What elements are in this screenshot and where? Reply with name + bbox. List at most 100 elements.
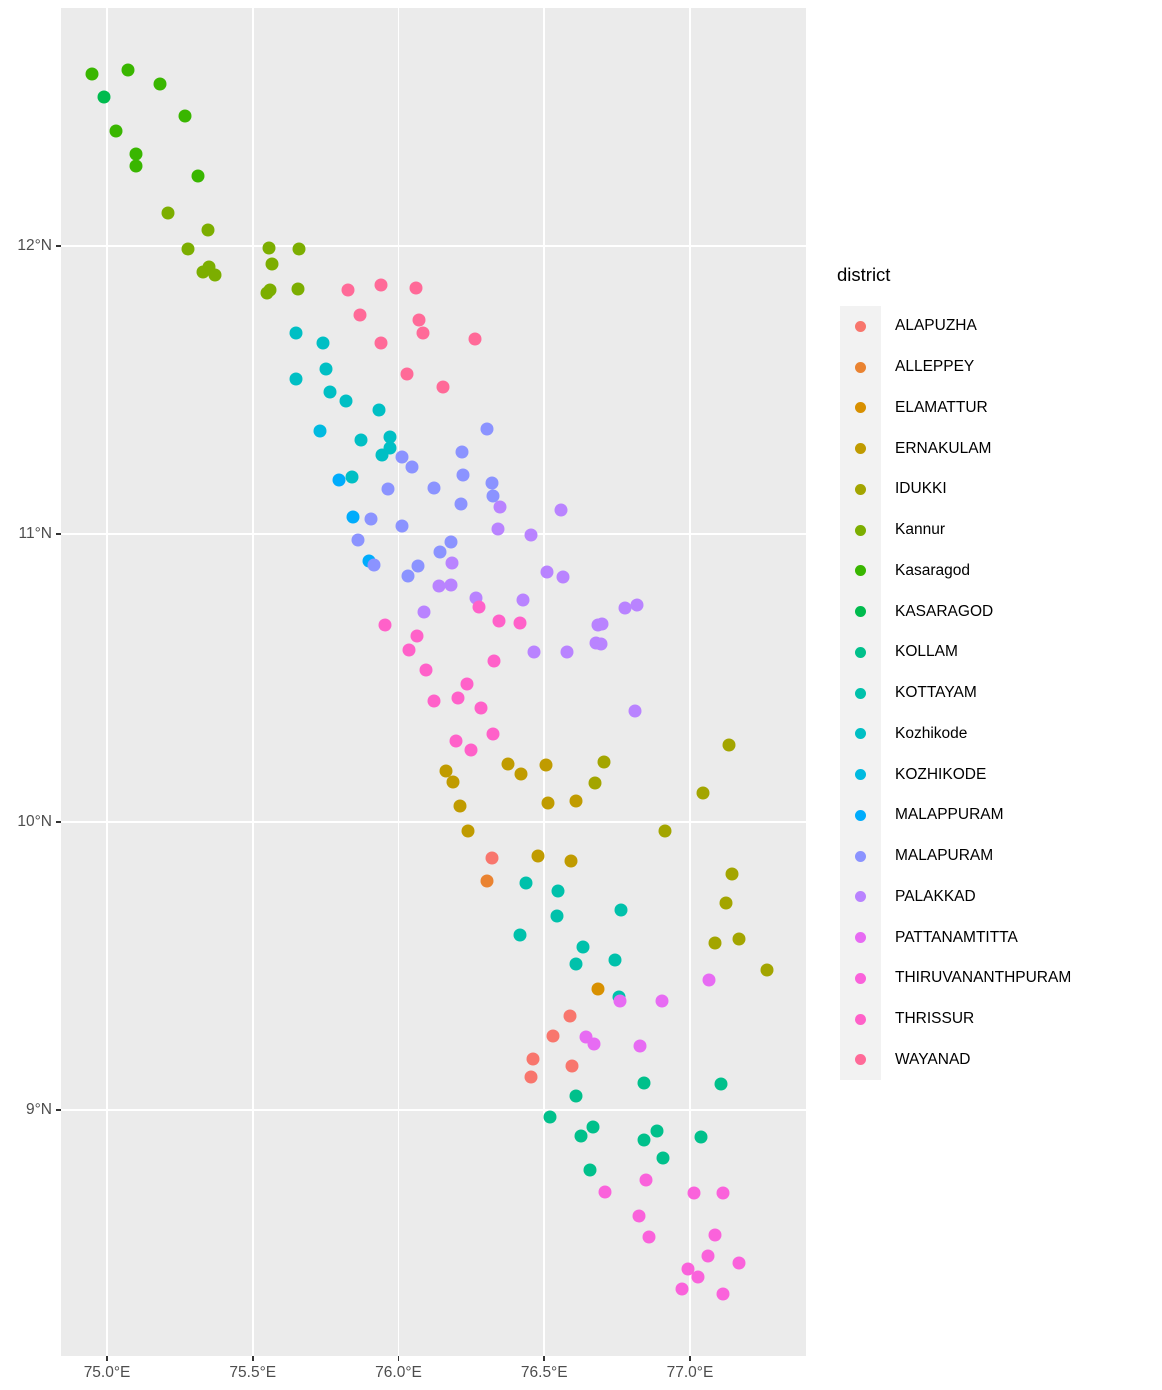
data-point-thiruvananthpuram (716, 1287, 730, 1301)
data-point-alleppey (480, 874, 494, 888)
legend-key (840, 958, 881, 999)
legend-key (840, 795, 881, 836)
data-point-kasaragod (109, 124, 123, 138)
data-point-kottayam (519, 876, 533, 890)
data-point-kannur (260, 286, 274, 300)
legend-key-dot-icon (855, 483, 866, 495)
data-point-ernakulam (531, 849, 545, 863)
x-axis-tick (397, 1356, 400, 1361)
y-axis-tick (56, 1109, 61, 1111)
legend-item-kasaragod: KASARAGOD (836, 591, 1071, 632)
data-point-kottayam (569, 957, 583, 971)
legend-item-malappuram: MALAPPURAM (836, 795, 1071, 836)
legend-item-kozhikode: KOZHIKODE (836, 754, 1071, 795)
legend-item-label: KASARAGOD (895, 602, 994, 620)
legend-title: district (837, 264, 891, 285)
data-point-kozhikode (345, 470, 359, 484)
legend-items: ALAPUZHA ALLEPPEY ELAMATTUR ERNAKULAM IDUKKI… (836, 306, 1071, 1081)
data-point-alapuzha (563, 1009, 577, 1023)
data-point-kollam (586, 1120, 600, 1134)
data-point-kasaragod (121, 63, 135, 77)
data-point-alapuzha (485, 851, 499, 865)
data-point-malapuram (405, 460, 419, 474)
data-point-wayanad (412, 313, 426, 327)
data-point-kozhikode (372, 403, 386, 417)
data-point-kannur (161, 206, 175, 220)
data-point-malapuram (455, 445, 469, 459)
data-point-ernakulam (539, 758, 553, 772)
data-point-wayanad (409, 281, 423, 295)
data-point-kollam (574, 1129, 588, 1143)
data-point-thrissur (513, 616, 527, 630)
data-point-thiruvananthpuram (632, 1209, 646, 1223)
data-point-kozhikode (289, 372, 303, 386)
data-point-thrissur (487, 654, 501, 668)
data-point-wayanad (374, 278, 388, 292)
data-point-kannur (262, 241, 276, 255)
data-point-malapuram (395, 519, 409, 533)
legend-key (840, 876, 881, 918)
data-point-thiruvananthpuram (598, 1185, 612, 1199)
y-gridline (61, 1109, 806, 1111)
data-point-palakkad (540, 565, 554, 579)
legend-item-thrissur: THRISSUR (836, 998, 1071, 1040)
legend-item-label: Kozhikode (895, 724, 968, 742)
legend-item-label: KOZHIKODE (895, 765, 987, 783)
data-point-kannur (292, 242, 306, 256)
data-point-thrissur (464, 743, 478, 757)
legend-item-label: ELAMATTUR (895, 398, 988, 416)
legend-item-kasaragod: Kasaragod (836, 550, 1071, 592)
data-point-malapuram (480, 422, 494, 436)
data-point-kottayam (551, 884, 565, 898)
legend-key (840, 591, 881, 632)
legend-item-idukki: IDUKKI (836, 469, 1071, 510)
data-point-malapuram (454, 497, 468, 511)
data-point-palakkad (417, 605, 431, 619)
legend-key-dot-icon (855, 687, 866, 699)
data-point-kottayam (608, 953, 622, 967)
x-axis-tick (543, 1356, 546, 1361)
data-point-thrissur (460, 677, 474, 691)
data-point-kollam (637, 1076, 651, 1090)
data-point-palakkad (432, 579, 446, 593)
data-point-ernakulam (439, 764, 453, 778)
data-point-idukki (708, 936, 722, 950)
legend-item-elamattur: ELAMATTUR (836, 387, 1071, 429)
y-tick-label: 9°N (25, 1101, 52, 1119)
legend-key-dot-icon (855, 524, 866, 536)
data-point-wayanad (436, 380, 450, 394)
data-point-idukki (658, 824, 672, 838)
legend-item-kannur: Kannur (836, 509, 1071, 551)
data-point-kannur (201, 223, 215, 237)
data-point-thiruvananthpuram (701, 1249, 715, 1263)
legend-item-ernakulam: ERNAKULAM (836, 428, 1071, 469)
x-tick-label: 77.0°E (666, 1364, 714, 1381)
data-point-malapuram (485, 476, 499, 490)
legend-key (840, 469, 881, 510)
legend-item-label: WAYANAD (895, 1050, 971, 1068)
legend-key (840, 428, 881, 469)
legend-key-dot-icon (855, 728, 866, 740)
data-point-palakkad (595, 617, 609, 631)
data-point-kannur (291, 282, 305, 296)
data-point-palakkad (630, 598, 644, 612)
legend-key (840, 754, 881, 795)
legend-item-kollam: KOLLAM (836, 632, 1071, 673)
data-point-malapuram (427, 481, 441, 495)
data-point-alapuzha (546, 1029, 560, 1043)
data-point-wayanad (374, 336, 388, 350)
data-point-kottayam (614, 903, 628, 917)
data-point-kozhikode (339, 394, 353, 408)
data-point-malappuram (346, 510, 360, 524)
data-point-alapuzha (524, 1070, 538, 1084)
legend-item-pattanamtitta: PATTANAMTITTA (836, 917, 1071, 958)
x-axis-tick (689, 1356, 691, 1361)
data-point-kozhikode (383, 430, 397, 444)
legend-key (840, 387, 881, 429)
data-point-thiruvananthpuram (681, 1262, 695, 1276)
y-tick-label: 11°N (18, 524, 52, 542)
legend-key-dot-icon (855, 769, 866, 781)
x-gridline (251, 8, 254, 1356)
legend-key-dot-icon (855, 402, 866, 414)
data-point-kollam (650, 1124, 664, 1138)
